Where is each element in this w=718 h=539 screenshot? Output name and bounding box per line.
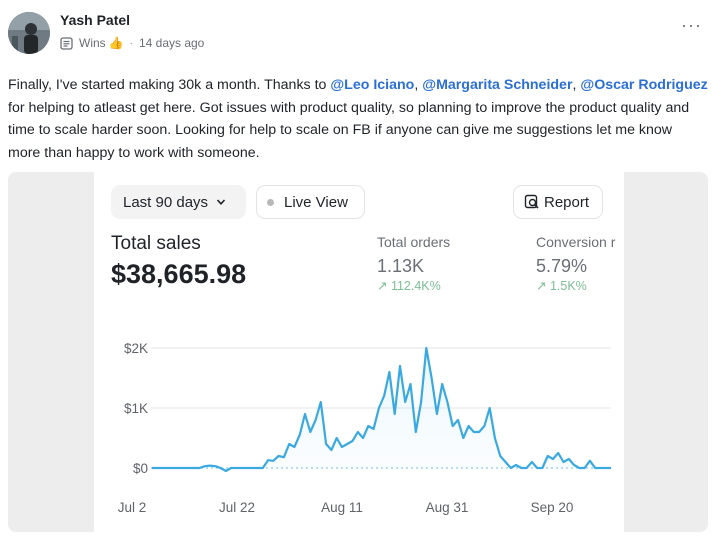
x-tick-label: Sep 20 [531,500,574,515]
live-dot-icon [267,198,274,206]
total-orders-label: Total orders [377,234,451,250]
x-tick-label: Aug 31 [426,500,469,515]
chevron-down-icon [216,199,226,205]
x-tick-label: Jul 22 [219,500,255,515]
y-tick-label: $0 [133,461,148,476]
post-body: Finally, I've started making 30k a month… [8,74,708,164]
total-sales-label: Total sales [111,233,201,254]
sales-area [152,348,611,471]
report-search-icon [524,194,539,209]
post-text-4: for helping to atleast get here. Got iss… [8,99,690,161]
sales-dashboard: Last 90 days Live View Report Total sale… [94,172,624,532]
x-tick-label: Aug 11 [321,500,363,515]
meta-separator: · [129,37,133,49]
y-tick-label: $2K [124,341,148,356]
conversion-label: Conversion r [536,234,616,250]
post-text-3: , [572,77,581,93]
live-view-label: Live View [284,193,348,211]
mention-oscar[interactable]: @Oscar Rodriguez [580,77,708,93]
total-orders-delta: ↗ 112.4K% [377,279,441,293]
sales-line [152,346,611,473]
sales-chart: $2K $1K $0 Jul 2 Jul 22 Aug 11 Aug 31 Sep 20 [118,341,611,515]
mention-margarita[interactable]: @Margarita Schneider [422,77,573,93]
total-orders-value: 1.13K [377,256,425,276]
date-range-select[interactable]: Last 90 days [111,185,246,219]
mention-leo[interactable]: @Leo Iciano [330,77,415,93]
date-range-label: Last 90 days [123,193,209,211]
conversion-delta: ↗ 1.5K% [536,279,587,293]
x-tick-label: Jul 2 [118,500,147,515]
report-label: Report [544,193,590,211]
category-label[interactable]: Wins [79,36,106,50]
category-icon [60,36,73,50]
post-time: 14 days ago [138,36,205,50]
total-sales-value: $38,665.98 [111,259,247,289]
report-button[interactable]: Report [513,185,603,219]
post-meta: Wins 👍 · 14 days ago [60,36,204,50]
y-tick-label: $1K [124,401,148,416]
avatar[interactable] [8,12,50,54]
post-header: Yash Patel Wins 👍 · 14 days ago ··· [8,10,710,58]
attached-screenshot[interactable]: Last 90 days Live View Report Total sale… [8,172,708,532]
thumbs-up-icon: 👍 [108,36,124,50]
conversion-value: 5.79% [536,256,588,276]
post-text-1: Finally, I've started making 30k a month… [8,77,331,93]
avatar-image [8,12,50,54]
more-options-icon[interactable]: ··· [681,15,702,35]
live-view-button[interactable]: Live View [256,185,365,219]
post-text-2: , [414,77,423,93]
author-name[interactable]: Yash Patel [60,12,131,28]
